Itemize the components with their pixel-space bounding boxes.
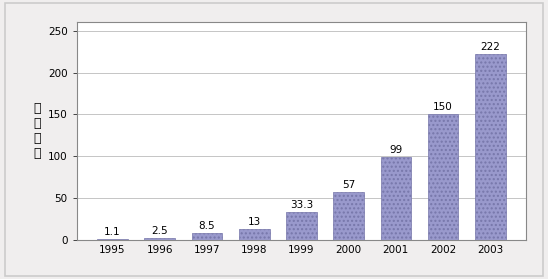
Text: 8.5: 8.5	[198, 221, 215, 231]
Bar	[239, 229, 270, 240]
Text: 2.5: 2.5	[151, 226, 168, 236]
Bar	[380, 157, 411, 240]
Y-axis label: 百
萬
美
元: 百 萬 美 元	[33, 102, 41, 160]
Text: 222: 222	[481, 42, 500, 52]
Text: 150: 150	[433, 102, 453, 112]
Bar	[475, 54, 506, 240]
Bar	[144, 238, 175, 240]
Text: 57: 57	[342, 180, 355, 190]
Bar	[428, 114, 459, 240]
Text: 33.3: 33.3	[290, 200, 313, 210]
Bar	[333, 192, 364, 240]
Bar	[286, 212, 317, 240]
Bar	[97, 239, 128, 240]
Text: 13: 13	[248, 217, 261, 227]
Text: 1.1: 1.1	[104, 227, 121, 237]
Bar	[192, 233, 222, 240]
Text: 99: 99	[389, 145, 402, 155]
